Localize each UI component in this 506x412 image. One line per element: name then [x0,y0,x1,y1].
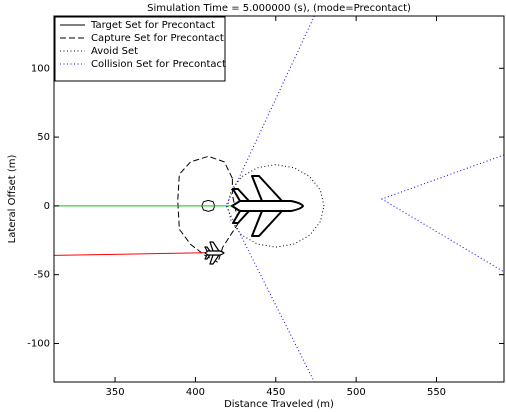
x-tick-label: 350 [106,387,125,398]
series-line [225,16,504,382]
small-aircraft [204,241,225,265]
x-axis-label: Distance Traveled (m) [224,399,334,410]
series-line [227,164,325,248]
legend-label: Avoid Set [91,46,138,57]
series-line [54,252,210,256]
legend: Target Set for Precontact Capture Set for… [54,16,226,82]
x-tick-label: 500 [347,387,366,398]
y-axis-label: Lateral Offset (m) [7,155,18,244]
y-tick-label: 100 [31,63,50,74]
axes-box [53,15,505,383]
chart-title: Simulation Time = 5.000000 (s), (mode=Pr… [147,3,411,14]
big-aircraft [231,175,304,237]
y-tick-label: -50 [34,270,50,281]
legend-label: Capture Set for Precontact [91,33,224,44]
y-tick-label: 0 [44,201,50,212]
legend-box [54,16,226,82]
ticks: 350 400 450 500 550 -100 -50 0 50 100 [27,16,504,398]
legend-label: Target Set for Precontact [90,20,215,31]
x-tick-label: 450 [266,387,285,398]
x-tick-label: 400 [186,387,205,398]
x-tick-label: 550 [427,387,446,398]
legend-label: Collision Set for Precontact [91,59,226,70]
y-tick-label: 50 [37,132,50,143]
y-tick-label: -100 [27,338,50,349]
